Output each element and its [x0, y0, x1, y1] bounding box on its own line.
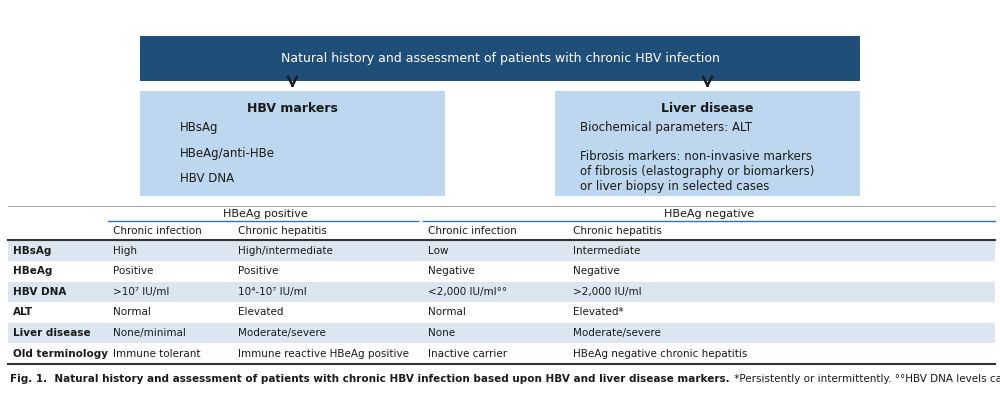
FancyBboxPatch shape	[8, 343, 995, 364]
Text: HBeAg/anti-HBe: HBeAg/anti-HBe	[180, 147, 275, 160]
FancyBboxPatch shape	[8, 282, 995, 302]
Text: Chronic hepatitis: Chronic hepatitis	[238, 226, 327, 236]
FancyBboxPatch shape	[140, 91, 445, 196]
Text: Positive: Positive	[238, 266, 278, 276]
Text: 10⁴-10⁷ IU/ml: 10⁴-10⁷ IU/ml	[238, 287, 307, 297]
Text: Chronic infection: Chronic infection	[113, 226, 202, 236]
Text: Moderate/severe: Moderate/severe	[573, 328, 661, 338]
Text: Inactive carrier: Inactive carrier	[428, 348, 507, 359]
Text: None/minimal: None/minimal	[113, 328, 186, 338]
Text: Chronic infection: Chronic infection	[428, 226, 517, 236]
FancyBboxPatch shape	[8, 323, 995, 343]
Text: Biochemical parameters: ALT: Biochemical parameters: ALT	[580, 121, 752, 134]
Text: Natural history and assessment of patients with chronic HBV infection: Natural history and assessment of patien…	[281, 52, 719, 65]
Text: None: None	[428, 328, 455, 338]
Text: Chronic hepatitis: Chronic hepatitis	[573, 226, 662, 236]
FancyBboxPatch shape	[140, 36, 860, 81]
Text: >2,000 IU/ml: >2,000 IU/ml	[573, 287, 642, 297]
Text: Negative: Negative	[428, 266, 475, 276]
Text: Normal: Normal	[428, 307, 466, 318]
Text: Elevated*: Elevated*	[573, 307, 624, 318]
Text: HBeAg: HBeAg	[13, 266, 52, 276]
Text: >10⁷ IU/ml: >10⁷ IU/ml	[113, 287, 169, 297]
Text: HBV markers: HBV markers	[247, 102, 338, 115]
FancyBboxPatch shape	[555, 91, 860, 196]
Text: Fig. 1.  Natural history and assessment of patients with chronic HBV infection b: Fig. 1. Natural history and assessment o…	[10, 374, 730, 384]
Text: Intermediate: Intermediate	[573, 246, 640, 256]
Text: <2,000 IU/ml°°: <2,000 IU/ml°°	[428, 287, 507, 297]
Text: HBsAg: HBsAg	[13, 246, 51, 256]
Text: HBV DNA: HBV DNA	[180, 172, 234, 185]
Text: Positive: Positive	[113, 266, 153, 276]
FancyBboxPatch shape	[8, 261, 995, 282]
Text: Old terminology: Old terminology	[13, 348, 108, 359]
Text: High: High	[113, 246, 137, 256]
FancyBboxPatch shape	[8, 240, 995, 261]
Text: Liver disease: Liver disease	[13, 328, 91, 338]
Text: HBeAg negative chronic hepatitis: HBeAg negative chronic hepatitis	[573, 348, 747, 359]
Text: Low: Low	[428, 246, 448, 256]
Text: HBeAg negative: HBeAg negative	[664, 209, 754, 219]
FancyBboxPatch shape	[8, 302, 995, 323]
Text: Fig. 1.  Natural history and assessment of patients with chronic HBV infection b: Fig. 1. Natural history and assessment o…	[0, 395, 1, 396]
Text: Moderate/severe: Moderate/severe	[238, 328, 326, 338]
Text: HBeAg positive: HBeAg positive	[223, 209, 308, 219]
Text: Immune tolerant: Immune tolerant	[113, 348, 200, 359]
Text: HBsAg: HBsAg	[180, 121, 219, 134]
Text: Negative: Negative	[573, 266, 620, 276]
Text: HBV DNA: HBV DNA	[13, 287, 66, 297]
Text: Elevated: Elevated	[238, 307, 284, 318]
Text: Immune reactive HBeAg positive: Immune reactive HBeAg positive	[238, 348, 409, 359]
Text: High/intermediate: High/intermediate	[238, 246, 333, 256]
Text: *Persistently or intermittently. °°HBV DNA levels can be between 2,000 and 20,00: *Persistently or intermittently. °°HBV D…	[731, 374, 1000, 384]
Text: ALT: ALT	[13, 307, 33, 318]
Text: Normal: Normal	[113, 307, 151, 318]
Text: Fibrosis markers: non-invasive markers
of fibrosis (elastography or biomarkers)
: Fibrosis markers: non-invasive markers o…	[580, 150, 814, 194]
Text: Liver disease: Liver disease	[661, 102, 754, 115]
